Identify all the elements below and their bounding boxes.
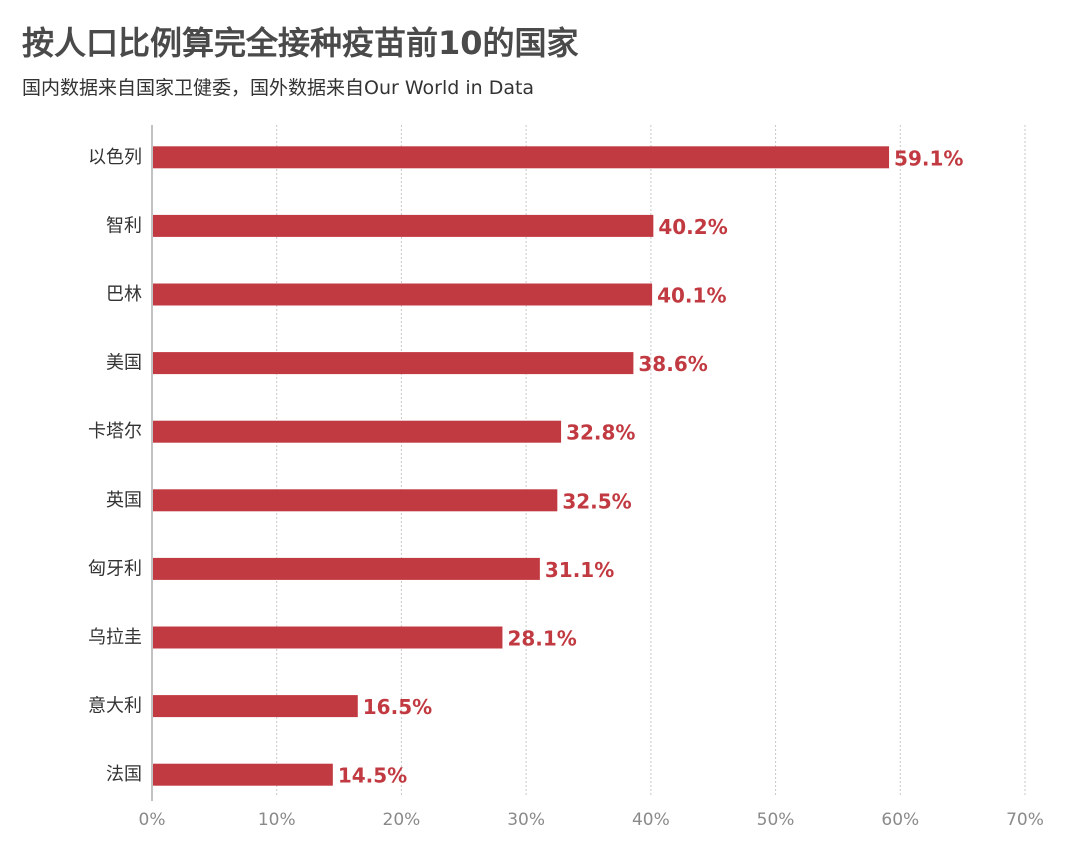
value-label-7: 31.1% — [545, 558, 614, 582]
bar-8 — [153, 626, 503, 649]
category-label-4: 美国 — [106, 353, 142, 374]
bar-1 — [153, 146, 890, 169]
chart-subtitle: 国内数据来自国家卫健委，国外数据来自Our World in Data — [22, 77, 535, 99]
value-label-8: 28.1% — [507, 627, 576, 651]
x-tick-label-0: 0% — [139, 810, 166, 830]
x-tick-label-7: 70% — [1006, 810, 1044, 830]
bar-9 — [153, 695, 358, 718]
bar-6 — [153, 489, 558, 512]
x-tick-label-4: 40% — [632, 810, 670, 830]
chart-title: 按人口比例算完全接种疫苗前10的国家 — [22, 24, 579, 62]
bar-2 — [153, 214, 654, 237]
value-label-6: 32.5% — [562, 489, 631, 513]
value-label-3: 40.1% — [657, 284, 726, 308]
category-label-3: 巴林 — [106, 284, 142, 305]
x-tick-label-5: 50% — [757, 810, 795, 830]
category-label-10: 法国 — [106, 764, 142, 785]
x-tick-label-3: 30% — [507, 810, 545, 830]
category-label-2: 智利 — [106, 215, 142, 236]
value-label-5: 32.8% — [566, 421, 635, 445]
category-label-1: 以色列 — [88, 147, 142, 168]
value-label-9: 16.5% — [363, 695, 432, 719]
category-label-8: 乌拉圭 — [88, 627, 142, 648]
value-label-2: 40.2% — [658, 215, 727, 239]
value-label-4: 38.6% — [638, 352, 707, 376]
category-label-6: 英国 — [106, 490, 142, 511]
bar-3 — [153, 283, 653, 306]
category-label-5: 卡塔尔 — [88, 421, 142, 442]
bar-5 — [153, 420, 562, 443]
bar-10 — [153, 763, 333, 786]
value-label-1: 59.1% — [894, 146, 963, 170]
category-label-9: 意大利 — [88, 696, 142, 717]
value-label-10: 14.5% — [338, 764, 407, 788]
x-tick-label-6: 60% — [881, 810, 919, 830]
x-tick-label-2: 20% — [383, 810, 421, 830]
category-label-7: 匈牙利 — [88, 558, 142, 579]
x-tick-label-1: 10% — [258, 810, 296, 830]
bar-4 — [153, 352, 634, 375]
bar-7 — [153, 557, 540, 580]
